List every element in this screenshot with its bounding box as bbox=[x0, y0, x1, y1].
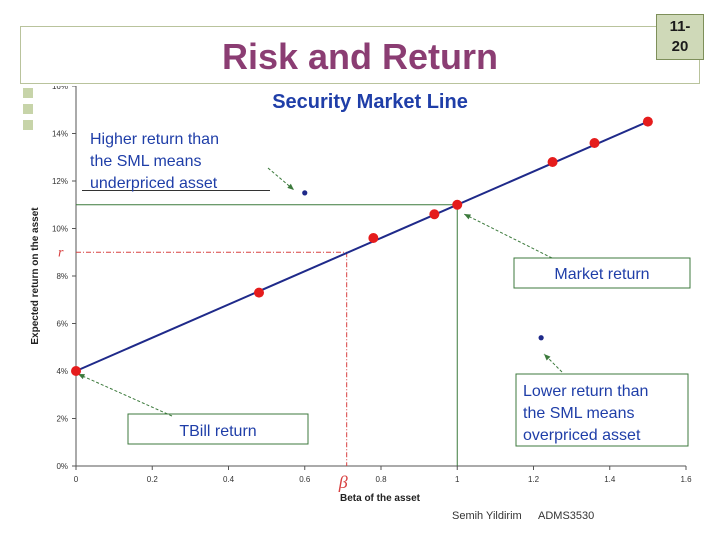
guide-lines: rβ bbox=[58, 190, 458, 492]
x-tick-label: 0.2 bbox=[147, 475, 159, 484]
x-tick-label: 0.6 bbox=[299, 475, 311, 484]
data-marks bbox=[71, 116, 653, 376]
market-arrow bbox=[463, 213, 553, 259]
sml-point bbox=[642, 116, 653, 127]
beta-label: β bbox=[338, 472, 348, 492]
x-tick-label: 0.4 bbox=[223, 475, 235, 484]
y-tick-label: 10% bbox=[52, 225, 68, 234]
underpriced-text: the SML means bbox=[90, 153, 201, 170]
x-tick-label: 1.6 bbox=[680, 475, 692, 484]
sml-point bbox=[589, 138, 600, 148]
market-box bbox=[513, 257, 691, 289]
decor-square bbox=[23, 104, 33, 114]
y-tick-label: 2% bbox=[56, 415, 68, 424]
tbill-box bbox=[127, 413, 309, 445]
y-tick-label: 8% bbox=[56, 272, 68, 281]
sml-point bbox=[368, 233, 379, 243]
overpriced-text: Lower return than bbox=[523, 383, 648, 400]
underpriced-arrow bbox=[267, 167, 295, 191]
market-arrow-head bbox=[464, 214, 471, 220]
overpriced-arrow-head bbox=[544, 354, 551, 361]
sml-chart: Security Market Line 0 0.2 0.4 0.6 0.8 1 1.2 1.… bbox=[30, 86, 692, 504]
y-tick-label: 6% bbox=[56, 320, 68, 329]
decor-square bbox=[23, 88, 33, 98]
market-text: Market return bbox=[554, 266, 649, 283]
overpriced-text: the SML means bbox=[523, 405, 634, 422]
x-tick-label: 1.2 bbox=[528, 475, 540, 484]
x-tick-label: 1 bbox=[455, 475, 460, 484]
chart-title: Security Market Line bbox=[272, 91, 468, 113]
x-tick-label: 0 bbox=[74, 475, 79, 484]
underpriced-text: Higher return than bbox=[90, 131, 219, 148]
page-title: Risk and Return bbox=[221, 36, 499, 77]
overpriced-text: overpriced asset bbox=[523, 427, 641, 444]
footer-author: Semih Yildirim bbox=[452, 510, 522, 522]
underpriced-arrow-head bbox=[287, 183, 294, 190]
y-tick-label: 12% bbox=[52, 177, 68, 186]
r-label: r bbox=[58, 245, 64, 260]
off-line-point bbox=[302, 190, 308, 196]
y-tick-label: 14% bbox=[52, 130, 68, 139]
y-tick-label: 0% bbox=[56, 462, 68, 471]
footer-course: ADMS3530 bbox=[538, 510, 595, 522]
overpriced-box bbox=[515, 373, 689, 447]
slide-number: 11- 20 bbox=[656, 14, 704, 60]
off-line-point bbox=[538, 335, 544, 341]
underpriced-text: underpriced asset bbox=[90, 175, 218, 192]
tick-labels: 0 0.2 0.4 0.6 0.8 1 1.2 1.4 1.6 0% 2% 4% 6% 8% 10% 12% 1… bbox=[52, 86, 692, 484]
decor-square bbox=[23, 120, 33, 130]
sml-point bbox=[71, 366, 81, 376]
y-tick-label: 4% bbox=[56, 367, 68, 376]
sml-point bbox=[547, 157, 558, 167]
tbill-arrow bbox=[77, 373, 173, 417]
sml-point bbox=[452, 199, 463, 210]
y-axis-label: Expected return on the asset bbox=[30, 207, 41, 345]
sml-point bbox=[429, 209, 440, 220]
tbill-arrow-head bbox=[78, 374, 85, 380]
callouts: Higher return than the SML means underpric… bbox=[77, 131, 691, 447]
x-tick-label: 1.4 bbox=[604, 475, 616, 484]
x-axis-label: Beta of the asset bbox=[340, 493, 421, 504]
y-tick-label: 16% bbox=[52, 86, 68, 91]
tbill-text: TBill return bbox=[179, 423, 256, 440]
sml-point bbox=[254, 287, 264, 298]
x-tick-label: 0.8 bbox=[375, 475, 387, 484]
